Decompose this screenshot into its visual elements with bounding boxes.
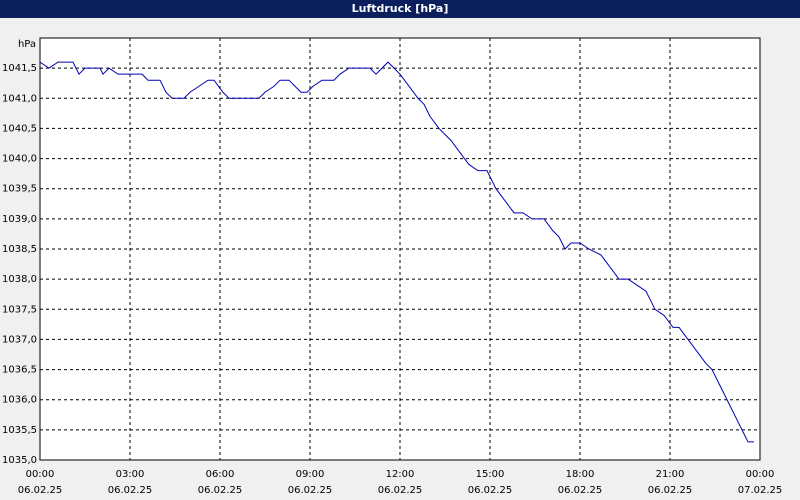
- y-axis-label: hPa: [18, 39, 36, 50]
- x-tick-date: 06.02.25: [288, 485, 333, 496]
- y-tick-label: 1035,5: [2, 425, 37, 436]
- x-tick-label: 06:00: [206, 469, 235, 480]
- x-tick-date: 06.02.25: [468, 485, 513, 496]
- y-tick-label: 1035,0: [2, 455, 37, 466]
- y-tick-label: 1040,0: [2, 154, 37, 165]
- y-tick-label: 1037,5: [2, 304, 37, 315]
- x-tick-date: 07.02.25: [738, 485, 783, 496]
- y-tick-label: 1039,0: [2, 214, 37, 225]
- y-tick-label: 1036,5: [2, 365, 37, 376]
- y-tick-label: 1040,5: [2, 123, 37, 134]
- x-tick-date: 06.02.25: [558, 485, 603, 496]
- title-bar: [0, 0, 800, 18]
- chart-title: Luftdruck [hPa]: [352, 2, 449, 15]
- y-tick-label: 1038,0: [2, 274, 37, 285]
- x-tick-date: 06.02.25: [18, 485, 63, 496]
- x-tick-date: 06.02.25: [378, 485, 423, 496]
- y-tick-label: 1039,5: [2, 184, 37, 195]
- x-tick-label: 00:00: [746, 469, 775, 480]
- y-tick-label: 1036,0: [2, 395, 37, 406]
- x-tick-label: 03:00: [116, 469, 145, 480]
- x-tick-label: 12:00: [386, 469, 415, 480]
- x-tick-date: 06.02.25: [648, 485, 693, 496]
- y-tick-label: 1038,5: [2, 244, 37, 255]
- y-tick-label: 1041,5: [2, 63, 37, 74]
- x-tick-date: 06.02.25: [198, 485, 243, 496]
- data-line: [39, 61, 754, 443]
- y-tick-label: 1037,0: [2, 334, 37, 345]
- x-tick-label: 18:00: [566, 469, 595, 480]
- x-tick-label: 15:00: [476, 469, 505, 480]
- x-tick-label: 21:00: [656, 469, 685, 480]
- y-tick-label: 1041,0: [2, 93, 37, 104]
- x-tick-label: 00:00: [26, 469, 55, 480]
- x-tick-date: 06.02.25: [108, 485, 153, 496]
- x-tick-label: 09:00: [296, 469, 325, 480]
